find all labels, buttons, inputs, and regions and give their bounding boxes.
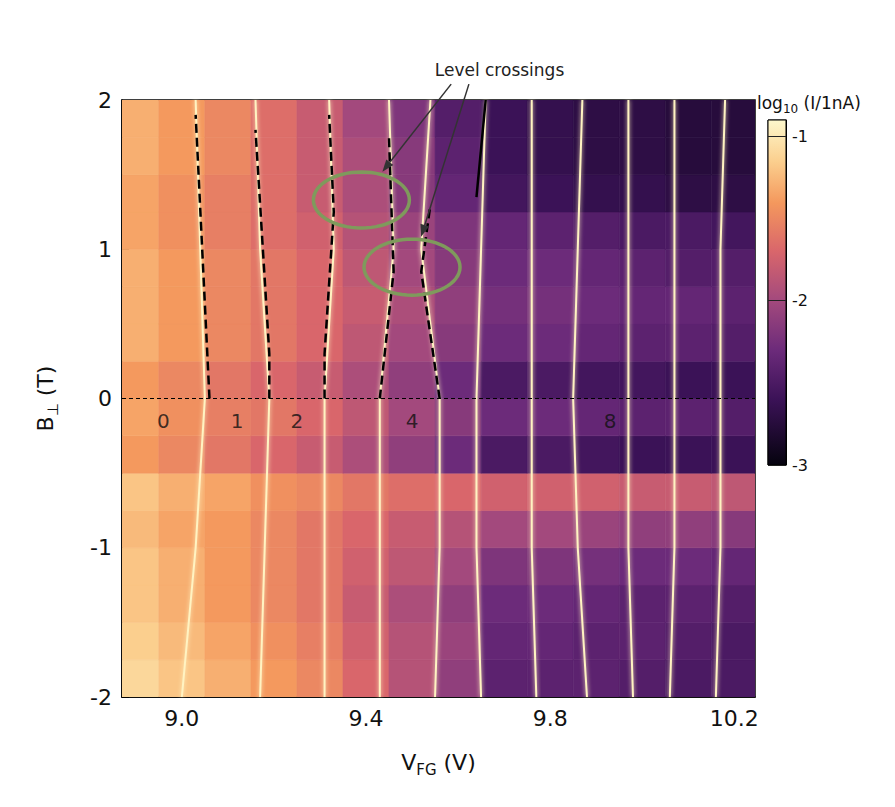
svg-text:(I/1nA): (I/1nA) [798, 93, 861, 113]
svg-text:-2: -2 [792, 291, 808, 310]
svg-text:2: 2 [98, 88, 112, 113]
svg-text:(T): (T) [33, 366, 58, 404]
svg-text:1: 1 [231, 409, 244, 433]
svg-text:⊥: ⊥ [44, 403, 62, 416]
svg-text:-1: -1 [792, 127, 808, 146]
svg-text:Level crossings: Level crossings [435, 60, 565, 80]
svg-text:B: B [33, 416, 58, 431]
svg-text:8: 8 [604, 409, 617, 433]
svg-text:9.0: 9.0 [164, 706, 199, 731]
svg-text:(V): (V) [437, 750, 476, 775]
svg-text:-1: -1 [90, 535, 112, 560]
svg-text:-3: -3 [792, 456, 808, 475]
svg-text:FG: FG [416, 761, 436, 779]
svg-text:9.8: 9.8 [533, 706, 568, 731]
svg-text:log: log [757, 93, 783, 113]
svg-text:1: 1 [98, 237, 112, 262]
svg-text:4: 4 [406, 409, 419, 433]
svg-text:10: 10 [783, 102, 798, 116]
svg-text:V: V [401, 750, 416, 775]
svg-text:0: 0 [157, 409, 170, 433]
svg-text:2: 2 [291, 409, 304, 433]
svg-text:0: 0 [98, 386, 112, 411]
svg-text:10.2: 10.2 [710, 706, 759, 731]
svg-text:-2: -2 [90, 685, 112, 710]
svg-text:9.4: 9.4 [348, 706, 383, 731]
